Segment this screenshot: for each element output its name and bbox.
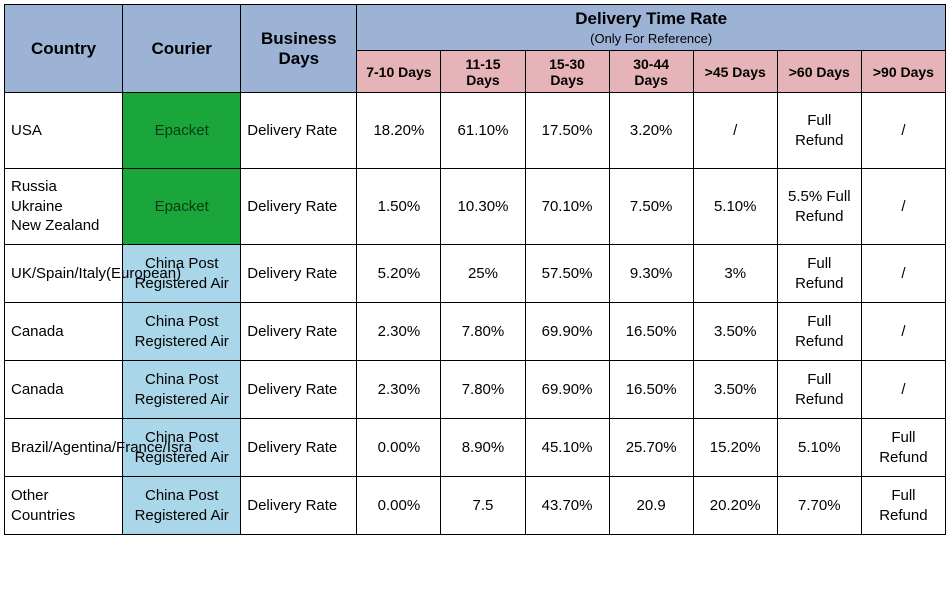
- cell-value: 5.10%: [777, 419, 861, 477]
- cell-value: /: [861, 245, 945, 303]
- cell-value: 7.50%: [609, 169, 693, 245]
- table-row: Other CountriesChina Post Registered Air…: [5, 477, 946, 535]
- cell-value: 16.50%: [609, 303, 693, 361]
- cell-value: 69.90%: [525, 361, 609, 419]
- hdr-days-4: >45 Days: [693, 51, 777, 93]
- cell-value: 20.20%: [693, 477, 777, 535]
- cell-value: 10.30%: [441, 169, 525, 245]
- table-row: RussiaUkraineNew ZealandEpacketDelivery …: [5, 169, 946, 245]
- cell-value: 3.50%: [693, 361, 777, 419]
- hdr-business-days: Business Days: [241, 5, 357, 93]
- hdr-days-1: 11-15 Days: [441, 51, 525, 93]
- cell-value: /: [861, 93, 945, 169]
- header-row-1: Country Courier Business Days Delivery T…: [5, 5, 946, 51]
- cell-country: RussiaUkraineNew Zealand: [5, 169, 123, 245]
- cell-value: 5.10%: [693, 169, 777, 245]
- cell-value: 16.50%: [609, 361, 693, 419]
- cell-value: /: [861, 361, 945, 419]
- cell-business-days: Delivery Rate: [241, 477, 357, 535]
- cell-business-days: Delivery Rate: [241, 303, 357, 361]
- hdr-days-6: >90 Days: [861, 51, 945, 93]
- cell-value: 0.00%: [357, 477, 441, 535]
- cell-courier: China Post Registered Air: [123, 477, 241, 535]
- cell-value: Full Refund: [861, 477, 945, 535]
- cell-value: 7.70%: [777, 477, 861, 535]
- cell-value: /: [861, 303, 945, 361]
- cell-courier: Epacket: [123, 169, 241, 245]
- cell-value: 3.20%: [609, 93, 693, 169]
- cell-business-days: Delivery Rate: [241, 419, 357, 477]
- cell-value: 0.00%: [357, 419, 441, 477]
- cell-value: /: [861, 169, 945, 245]
- cell-value: 15.20%: [693, 419, 777, 477]
- cell-value: 61.10%: [441, 93, 525, 169]
- hdr-country: Country: [5, 5, 123, 93]
- cell-value: 70.10%: [525, 169, 609, 245]
- hdr-delivery-title: Delivery Time Rate: [575, 9, 727, 28]
- cell-country: Other Countries: [5, 477, 123, 535]
- cell-country: Canada: [5, 361, 123, 419]
- cell-value: Full Refund: [777, 361, 861, 419]
- hdr-days-2: 15-30 Days: [525, 51, 609, 93]
- hdr-days-5: >60 Days: [777, 51, 861, 93]
- hdr-days-3: 30-44 Days: [609, 51, 693, 93]
- table-row: Brazil/Agentina/France/IsraChina Post Re…: [5, 419, 946, 477]
- cell-value: 2.30%: [357, 303, 441, 361]
- cell-country: USA: [5, 93, 123, 169]
- cell-value: Full Refund: [777, 303, 861, 361]
- hdr-delivery-sub: (Only For Reference): [363, 31, 939, 46]
- cell-value: 25%: [441, 245, 525, 303]
- cell-country: Brazil/Agentina/France/Isra: [5, 419, 123, 477]
- hdr-days-0: 7-10 Days: [357, 51, 441, 93]
- cell-courier: China Post Registered Air: [123, 419, 241, 477]
- cell-value: 9.30%: [609, 245, 693, 303]
- cell-value: 25.70%: [609, 419, 693, 477]
- table-body: USAEpacketDelivery Rate18.20%61.10%17.50…: [5, 93, 946, 535]
- cell-value: 57.50%: [525, 245, 609, 303]
- cell-courier: Epacket: [123, 93, 241, 169]
- cell-value: 5.20%: [357, 245, 441, 303]
- cell-value: Full Refund: [777, 245, 861, 303]
- table-row: UK/Spain/Italy(European)China Post Regis…: [5, 245, 946, 303]
- cell-courier: China Post Registered Air: [123, 245, 241, 303]
- cell-value: 5.5% Full Refund: [777, 169, 861, 245]
- cell-business-days: Delivery Rate: [241, 169, 357, 245]
- cell-value: 18.20%: [357, 93, 441, 169]
- cell-value: 1.50%: [357, 169, 441, 245]
- hdr-courier: Courier: [123, 5, 241, 93]
- cell-country: UK/Spain/Italy(European): [5, 245, 123, 303]
- cell-value: 69.90%: [525, 303, 609, 361]
- cell-value: 3%: [693, 245, 777, 303]
- cell-value: Full Refund: [861, 419, 945, 477]
- hdr-delivery-time-rate: Delivery Time Rate (Only For Reference): [357, 5, 946, 51]
- cell-value: 8.90%: [441, 419, 525, 477]
- table-row: CanadaChina Post Registered AirDelivery …: [5, 303, 946, 361]
- cell-country: Canada: [5, 303, 123, 361]
- delivery-rate-table: Country Courier Business Days Delivery T…: [4, 4, 946, 535]
- cell-value: 17.50%: [525, 93, 609, 169]
- cell-business-days: Delivery Rate: [241, 361, 357, 419]
- cell-value: 7.80%: [441, 361, 525, 419]
- table-row: CanadaChina Post Registered AirDelivery …: [5, 361, 946, 419]
- cell-value: 43.70%: [525, 477, 609, 535]
- cell-value: 2.30%: [357, 361, 441, 419]
- cell-business-days: Delivery Rate: [241, 93, 357, 169]
- table-row: USAEpacketDelivery Rate18.20%61.10%17.50…: [5, 93, 946, 169]
- cell-value: 3.50%: [693, 303, 777, 361]
- cell-value: Full Refund: [777, 93, 861, 169]
- cell-value: 20.9: [609, 477, 693, 535]
- cell-courier: China Post Registered Air: [123, 303, 241, 361]
- cell-business-days: Delivery Rate: [241, 245, 357, 303]
- cell-value: 7.80%: [441, 303, 525, 361]
- cell-courier: China Post Registered Air: [123, 361, 241, 419]
- cell-value: 45.10%: [525, 419, 609, 477]
- cell-value: 7.5: [441, 477, 525, 535]
- cell-value: /: [693, 93, 777, 169]
